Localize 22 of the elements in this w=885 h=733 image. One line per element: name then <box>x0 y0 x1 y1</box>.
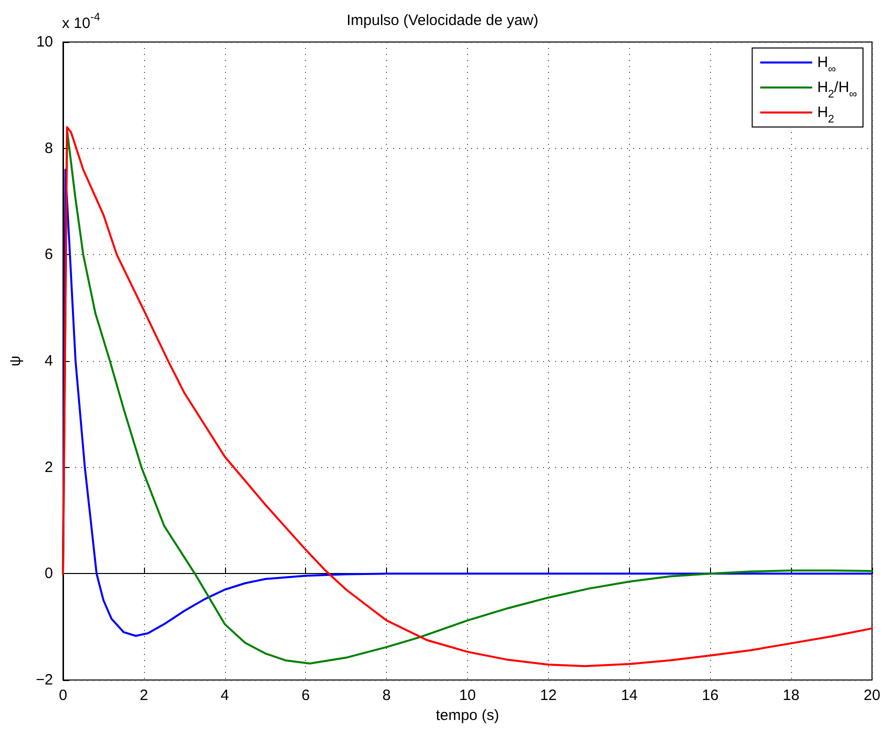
x-tick-label: 0 <box>58 687 68 704</box>
y-tick-label: −2 <box>36 672 53 688</box>
y-tick-label: 8 <box>44 140 53 157</box>
x-tick-label: 2 <box>140 687 148 704</box>
x-tick-label: 12 <box>540 687 557 704</box>
y-tick-label: 6 <box>44 246 53 264</box>
x-tick-label: 20 <box>864 687 880 704</box>
y-axis-title: ψ <box>7 356 24 366</box>
chart-title: Impulso (Velocidade de yaw) <box>346 12 538 29</box>
legend-label: H∞ <box>817 54 836 76</box>
x-tick-label: 18 <box>782 687 800 704</box>
x-tick-label: 8 <box>382 687 391 704</box>
x-tick-label: 4 <box>220 687 229 704</box>
y-tick-label: 10 <box>36 34 53 50</box>
x-axis-title: tempo (s) <box>436 706 500 724</box>
y-tick-label: 2 <box>44 458 53 476</box>
x-tick-label: 6 <box>302 687 310 704</box>
y-tick-label: 4 <box>44 352 53 370</box>
x-tick-label: 10 <box>459 687 476 704</box>
x-tick-label: 16 <box>702 687 719 704</box>
x-tick-label: 14 <box>620 687 638 704</box>
y-tick-label: 0 <box>44 565 53 582</box>
